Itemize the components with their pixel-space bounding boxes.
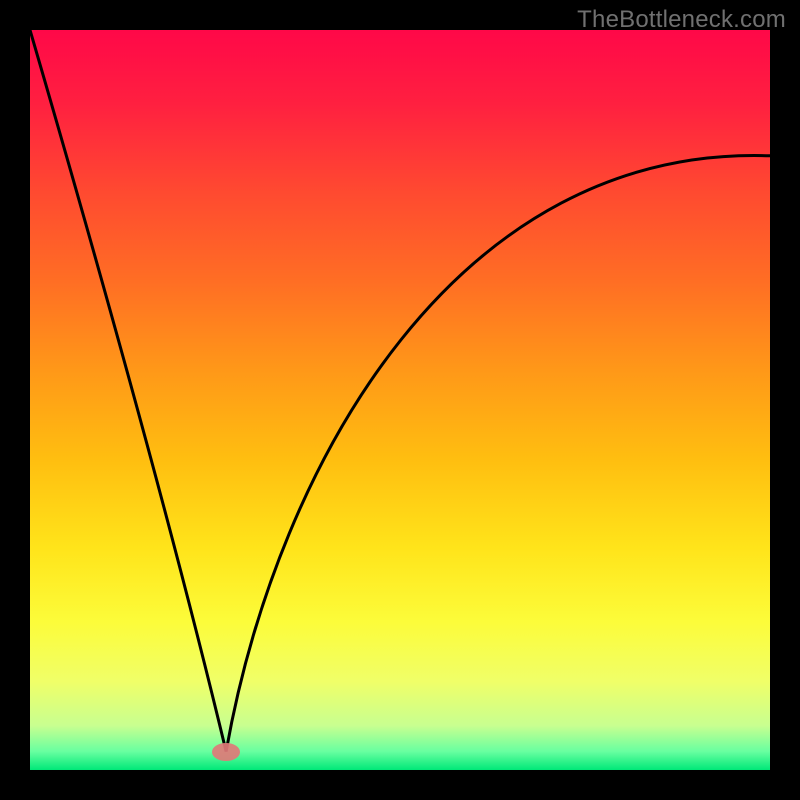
plot-svg <box>30 30 770 770</box>
gradient-background <box>30 30 770 770</box>
chart-frame: TheBottleneck.com <box>0 0 800 800</box>
plot-area <box>30 30 770 770</box>
